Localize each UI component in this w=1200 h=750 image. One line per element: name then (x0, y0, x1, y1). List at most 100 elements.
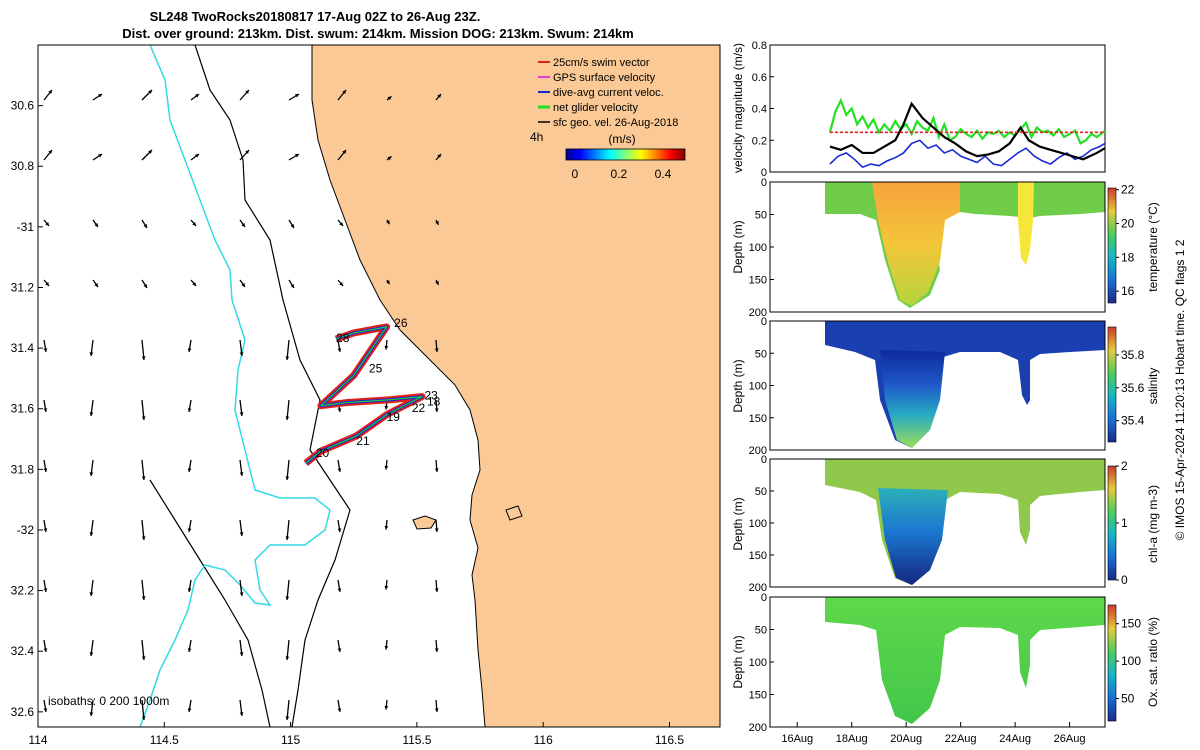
geo-arrow-head (285, 656, 290, 660)
time-tick-label: 24Aug (999, 733, 1031, 745)
geo-arrow-head (342, 150, 346, 154)
geo-arrow-head (290, 224, 294, 228)
colorbar-tick-label: 2 (1121, 459, 1128, 473)
map-y-tick-label: 31.8 (11, 462, 35, 476)
velocity-series-line (829, 139, 1106, 169)
geo-arrow-head (285, 596, 290, 600)
island (412, 515, 437, 530)
geo-arrow-head (386, 280, 390, 285)
geo-arrow-head (435, 220, 439, 225)
geo-arrow-head (239, 352, 244, 356)
depth-tick-label: 50 (755, 210, 767, 222)
land (311, 45, 720, 727)
geo-arrow-head (187, 648, 192, 652)
depth-tick-label: 100 (749, 657, 767, 669)
isobath-1000 (149, 479, 271, 727)
depth-tick-label: 100 (749, 242, 767, 254)
island-2 (505, 505, 523, 521)
geo-arrow-head (148, 150, 152, 154)
geo-arrow-head (239, 532, 244, 536)
sal-colorbar (1107, 326, 1117, 443)
temp-warm-core-2 (1018, 182, 1034, 265)
colorbar-tick-label: 0.4 (655, 167, 672, 181)
colorbar-tick-label: 150 (1121, 617, 1141, 631)
colorbar-tick-label: 22 (1121, 183, 1135, 197)
geo-arrow-head (94, 223, 98, 227)
geo-arrow-head (192, 222, 196, 226)
glider-track (303, 323, 426, 467)
day-label: 21 (356, 434, 370, 448)
geo-arrow-head (435, 280, 439, 285)
map-x-tick-label: 116.5 (655, 733, 684, 747)
geo-arrow-head (434, 648, 439, 652)
velocity-y-tick-label: 0.8 (752, 40, 767, 52)
colorbar-tick-label: 35.4 (1121, 414, 1145, 428)
depth-tick-label: 200 (749, 722, 767, 734)
geo-arrow-head (245, 150, 249, 154)
speed-colorbar (565, 148, 686, 161)
geo-arrow-head (384, 645, 389, 650)
colorbar-tick-label: 35.8 (1121, 348, 1145, 362)
geo-arrow-head (434, 468, 439, 472)
map-legend: 25cm/s swim vector GPS surface velocity … (530, 57, 686, 181)
geo-arrow-head (141, 596, 146, 600)
map-y-tick-label: 31.4 (11, 341, 35, 355)
geo-arrow-head (43, 588, 48, 592)
velocity-ylabel: velocity magnitude (m/s) (731, 43, 745, 173)
geo-arrow-head (195, 94, 199, 98)
depth-tick-label: 0 (761, 316, 767, 328)
geo-arrow-head (43, 348, 48, 352)
temp-colorbar (1107, 187, 1117, 304)
geo-arrow-head (285, 416, 290, 420)
depth-tick-label: 100 (749, 518, 767, 530)
geo-arrow-head (434, 348, 439, 352)
geo-arrow-head (337, 588, 342, 592)
depth-tick-label: 150 (749, 690, 767, 702)
map-x-tick-label: 116 (534, 733, 553, 747)
day-label: 26 (394, 316, 408, 330)
geo-arrow-head (295, 94, 299, 98)
geo-arrow-head (141, 656, 146, 660)
legend-entry: net glider velocity (553, 102, 638, 114)
depth-tick-label: 0 (761, 454, 767, 466)
geo-arrow-head (89, 472, 94, 476)
colorbar-label: (m/s) (608, 132, 635, 146)
geo-arrow-head (187, 588, 192, 592)
legend-interval: 4h (530, 130, 543, 144)
geo-arrow-head (43, 468, 48, 472)
velocity-y-tick-label: 0.2 (752, 135, 767, 147)
chla-panel: Depth (m) chl-a (mg m-3) 0 50 100 150 200 0 1 2 (731, 454, 1160, 594)
chl-core (878, 488, 948, 585)
geo-arrow-head (285, 536, 290, 540)
geo-arrow-head (143, 284, 147, 288)
geo-arrow-head (241, 223, 245, 227)
depth-tick-label: 200 (749, 307, 767, 319)
geo-arrow-head (89, 352, 94, 356)
sfc-geo-arrows (43, 89, 442, 721)
legend-entry: sfc geo. vel. 26-Aug-2018 (553, 117, 678, 129)
depth-tick-label: 200 (749, 582, 767, 594)
geo-arrow-head (187, 408, 192, 412)
map-y-tick-label: 30.6 (11, 99, 35, 113)
map-y-tick-label: 32.4 (11, 644, 35, 658)
geo-arrow-head (89, 712, 94, 716)
map-y-tick-label: 30.8 (11, 159, 35, 173)
velocity-series-line (829, 101, 1106, 161)
geo-arrow-head (195, 154, 199, 158)
geo-arrow-head (342, 90, 346, 94)
depth-tick-label: 50 (755, 486, 767, 498)
geo-arrow-head (337, 408, 342, 412)
depth-tick-label: 200 (749, 445, 767, 457)
map-y-tick-label: -32 (17, 523, 35, 537)
oxygen-panel: Depth (m) Ox. sat. ratio (%) 0 50 100 150 20… (731, 592, 1160, 745)
geo-arrow-head (45, 282, 49, 286)
isobaths-label: isobaths: 0 200 1000m (48, 694, 169, 708)
colorbar-tick-label: 50 (1121, 692, 1135, 706)
geo-arrow-head (192, 282, 196, 286)
velocity-y-tick-label: 0.6 (752, 72, 767, 84)
velocity-y-tick-label: 0 (761, 167, 767, 179)
geo-arrow-head (143, 224, 147, 228)
